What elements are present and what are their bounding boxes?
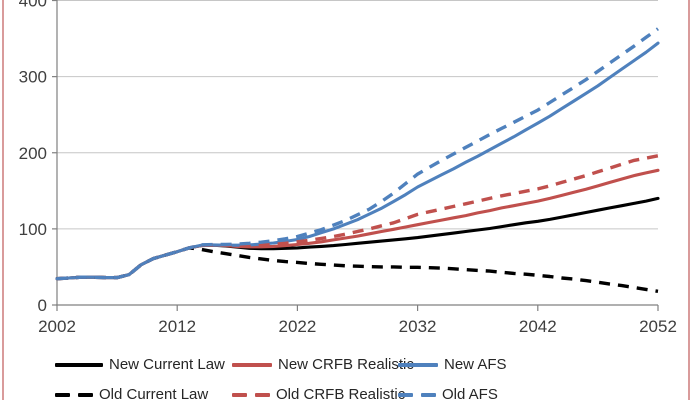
legend-solid-line-sample — [232, 362, 272, 367]
chart-border-left — [2, 0, 4, 400]
series-line-old-current-law — [56, 246, 659, 293]
dash-segment — [398, 392, 413, 397]
series-line-old-afs — [56, 27, 659, 281]
y-tick-label-0: 0 — [38, 296, 47, 315]
legend-label: Old AFS — [442, 386, 498, 400]
chart-legend-row-1: New Current Law New CRFB Realistic New AFS — [55, 356, 507, 373]
legend-item-new-current-law: New Current Law — [55, 356, 232, 373]
chart-border-right — [688, 0, 690, 400]
legend-item-old-current-law: Old Current Law — [55, 386, 232, 400]
y-tick-label-400: 400 — [19, 0, 47, 11]
legend-label: New AFS — [444, 356, 507, 373]
legend-dashed-line-sample — [398, 392, 436, 397]
solid-segment — [398, 362, 438, 367]
legend-item-old-afs: Old AFS — [398, 386, 498, 400]
legend-label: New Current Law — [109, 356, 225, 373]
legend-solid-line-sample — [398, 362, 438, 367]
legend-dashed-line-sample — [55, 392, 93, 397]
y-tick-label-300: 300 — [19, 68, 47, 87]
x-tick-label-2052: 2052 — [639, 317, 677, 336]
x-tick-label-2022: 2022 — [278, 317, 316, 336]
solid-segment — [55, 362, 103, 367]
dash-segment — [255, 392, 270, 397]
dash-segment — [78, 392, 93, 397]
legend-label: New CRFB Realistic — [278, 356, 414, 373]
legend-dashed-line-sample — [232, 392, 270, 397]
legend-label: Old Current Law — [99, 386, 209, 400]
legend-item-old-crfb-realistic: Old CRFB Realistic — [232, 386, 405, 400]
dash-segment — [421, 392, 436, 397]
legend-item-new-crfb-realistic: New CRFB Realistic — [232, 356, 414, 373]
legend-solid-line-sample — [55, 362, 103, 367]
solid-segment — [232, 362, 272, 367]
x-tick-label-2032: 2032 — [399, 317, 437, 336]
x-tick-label-2012: 2012 — [158, 317, 196, 336]
y-tick-label-200: 200 — [19, 144, 47, 163]
y-tick-label-100: 100 — [19, 220, 47, 239]
x-tick-label-2042: 2042 — [519, 317, 557, 336]
legend-label: Old CRFB Realistic — [276, 386, 406, 400]
chart-legend-row-2: Old Current Law Old CRFB Realistic Old AFS — [55, 386, 498, 400]
x-tick-label-2002: 2002 — [38, 317, 76, 336]
dash-segment — [55, 392, 70, 397]
legend-item-new-afs: New AFS — [398, 356, 507, 373]
dash-segment — [232, 392, 247, 397]
